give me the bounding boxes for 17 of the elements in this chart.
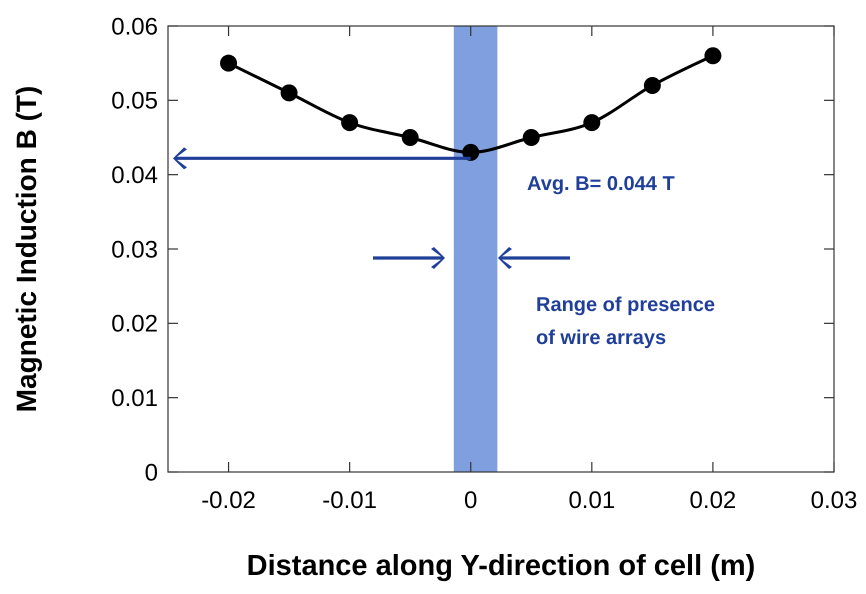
annotation: Range of presence of wire arrays <box>536 294 715 349</box>
y-tick-label: 0.03 <box>111 236 158 264</box>
y-tick-label: 0.05 <box>111 88 158 115</box>
y-axis-title: Magnetic Induction B (T) <box>11 86 42 412</box>
x-tick-label: 0 <box>464 487 478 514</box>
y-tick-label: 0.06 <box>111 13 158 40</box>
y-tick-label: 0.04 <box>111 162 158 190</box>
x-tick-label: -0.01 <box>322 487 377 514</box>
y-tick-label: 0 <box>144 459 158 486</box>
annotation: Avg. B= 0.044 T <box>527 173 675 195</box>
x-tick-label: 0.02 <box>690 487 736 514</box>
y-tick-label: 0.02 <box>111 310 158 338</box>
x-tick-label: 0.03 <box>810 487 858 514</box>
x-tick-label: 0.01 <box>568 487 616 514</box>
x-tick-label: -0.02 <box>201 487 256 514</box>
y-tick-label: 0.01 <box>111 385 158 412</box>
x-axis-title: Distance along Y-direction of cell (m) <box>246 550 756 582</box>
